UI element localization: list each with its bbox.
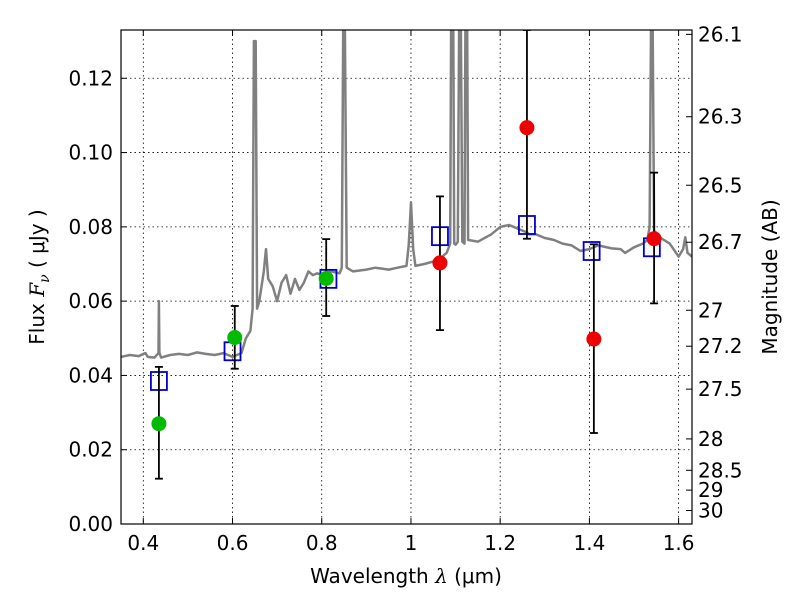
y-tick-label: 0.12 [68,66,113,90]
y2-tick-label: 26.1 [698,22,743,46]
y-tick-label: 0.00 [68,512,113,536]
y-axis-label: Flux Fν ( μJy ) [25,209,53,344]
ticks: 0.4 0.6 0.8 1 1.2 1.4 1.6 0.00 0.02 0.04 0.06 0.08 0… [68,22,742,555]
observed-point [432,255,448,271]
y2-tick-label: 28 [698,427,723,451]
model-photometry-square [582,241,601,261]
y2-tick-label: 26.3 [698,105,743,129]
x-axis-label: Wavelength λ (μm) [310,564,502,588]
x-tick-label: 1.6 [663,531,695,555]
x-tick-label: 0.6 [217,531,249,555]
y2-tick-label: 28.5 [698,458,743,482]
y2-tick-label: 26.7 [698,230,743,254]
x-tick-label: 0.8 [306,531,338,555]
observed-point [519,120,535,136]
y2-tick-label: 27 [698,298,723,322]
y-tick-label: 0.10 [68,141,113,165]
observed-point [227,330,243,346]
y2-tick-label: 27.2 [698,334,743,358]
observed-point [586,331,602,347]
y-tick-label: 0.04 [68,363,113,387]
spectrum-line [121,30,692,359]
y-tick-label: 0.08 [68,215,113,239]
x-tick-label: 1.4 [573,531,605,555]
plot-frame [120,29,693,525]
grid [121,30,692,525]
x-tick-label: 0.4 [127,531,159,555]
observed-point [646,231,662,247]
y-tick-label: 0.06 [68,289,113,313]
y2-tick-label: 26.5 [698,173,743,197]
y2-tick-label: 30 [698,499,723,523]
x-tick-label: 1.2 [484,531,516,555]
y2-tick-label: 29 [698,478,723,502]
observed-point [318,270,334,286]
y2-tick-label: 27.5 [698,377,743,401]
x-tick-label: 1 [405,531,418,555]
plot-area [121,30,692,480]
y2-axis-label: Magnitude (AB) [758,199,782,354]
observed-point [151,416,167,432]
y-tick-label: 0.02 [68,438,113,462]
